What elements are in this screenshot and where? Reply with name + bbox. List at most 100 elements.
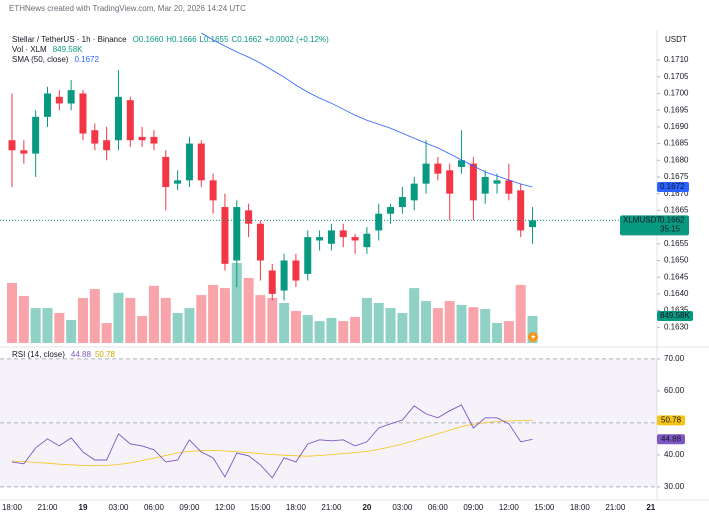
candle-body [197,143,205,181]
x-tick-label: 09:00 [179,503,200,512]
x-tick-label: 18:00 [2,503,23,512]
candle-body [375,213,383,231]
volume-bar [219,288,230,343]
candle-body [162,156,170,187]
candle-body [55,96,63,104]
candle-body [422,163,430,184]
y-tick-label: 0.1690 [664,122,689,131]
x-tick-label: 15:00 [250,503,271,512]
volume-bar [125,297,136,343]
x-tick-label: 21:00 [321,503,342,512]
x-tick-label: 18:00 [570,503,591,512]
price-tag-symbol: XLMUSDT [623,216,661,225]
low: L0.1655 [200,35,229,44]
price-tag-countdown: 35:15 [660,225,681,234]
volume-bar [30,308,41,343]
rsi-ma-line [11,420,533,467]
rsi-value: 44.88 [71,350,92,359]
rsi-ma-value: 50.78 [95,350,116,359]
volume-bar [148,285,159,343]
volume-bar [409,288,420,343]
y-tick-label: 0.1680 [664,155,689,164]
x-tick-label: 03:00 [392,503,413,512]
volume-bar [361,297,372,343]
candle-body [469,163,477,201]
y-tick-label: 0.1705 [664,72,689,81]
candle-body [493,180,501,184]
y-tick-label: 40.00 [664,450,685,459]
candle-body [304,237,312,274]
rsi-name: RSI (14, close) [12,350,65,359]
candle-body [339,230,347,238]
volume-bar [385,308,396,343]
volume-bar [350,316,361,343]
volume-name: Vol · XLM [12,45,47,54]
rsi-tag [657,415,685,426]
price-tag-value: 0.1662 [660,216,685,225]
header: ETHNews created with TradingView.com, Ma… [9,4,246,13]
candle-body [79,93,87,134]
open: O0.1660 [133,35,164,44]
candle-body [398,197,406,208]
legend-volume: Vol · XLM 849.58K [12,45,83,54]
sma-tag [657,181,689,192]
rsi-line [11,404,533,479]
candle-body [126,100,134,141]
volume-bar [503,321,514,343]
legend-sma: SMA (50, close) 0.1672 [12,55,99,64]
y-tick-label: 60.00 [664,386,685,395]
volume-value: 849.58K [53,45,83,54]
change: +0.0002 (+0.12%) [265,35,329,44]
y-tick-label: 0.1665 [664,205,689,214]
x-tick-label: 18:00 [286,503,307,512]
volume-bar [326,317,337,343]
legend-title: Stellar / TetherUS · 1h · Binance O0.1660… [12,35,329,44]
volume-bar [397,313,408,343]
y-tick-label: 0.1685 [664,139,689,148]
candle-body [103,140,111,151]
volume-bar [89,289,100,343]
candle-body [91,130,99,144]
volume-bar [77,297,88,343]
rsi-tag [657,434,685,445]
volume-bar [243,277,254,343]
candle-body [481,176,489,194]
volume-bar [54,313,65,343]
volume-bar [480,309,491,343]
candle-body [20,150,28,154]
candle-body [221,207,229,264]
volume-bar [444,301,455,343]
candle-body [446,170,454,194]
x-tick-label: 20 [362,503,371,512]
candle-body [351,237,359,241]
x-tick-label: 09:00 [463,503,484,512]
volume-bar [66,319,77,343]
candle-body [114,96,122,141]
y-tick-label: 0.1645 [664,272,689,281]
volume-bar [338,321,349,343]
currency: USDT [665,35,687,44]
y-tick-label: 0.1675 [664,172,689,181]
x-tick-label: 06:00 [428,503,449,512]
y-tick-label: 70.00 [664,354,685,363]
volume-bar [113,292,124,343]
volume-bar [314,321,325,343]
volume-bar [18,296,29,343]
price-tag [620,215,689,236]
volume-bar [196,295,207,343]
candle-body [150,136,158,144]
volume-bar [255,295,266,343]
x-tick-label: 12:00 [499,503,520,512]
volume-tag [657,311,693,322]
volume-bar [267,297,278,343]
volume-bar [527,316,538,343]
sma-value: 0.1672 [74,55,99,64]
y-tick-label: 0.1640 [664,289,689,298]
candle-body [233,207,241,261]
volume-bar [42,308,53,343]
y-tick-label: 0.1630 [664,322,689,331]
y-tick-label: 0.1670 [664,189,689,198]
symbol: Stellar / TetherUS · 1h · Binance [12,35,127,44]
candle-body [185,143,193,181]
sma-tag-label: 0.1672 [660,182,685,191]
